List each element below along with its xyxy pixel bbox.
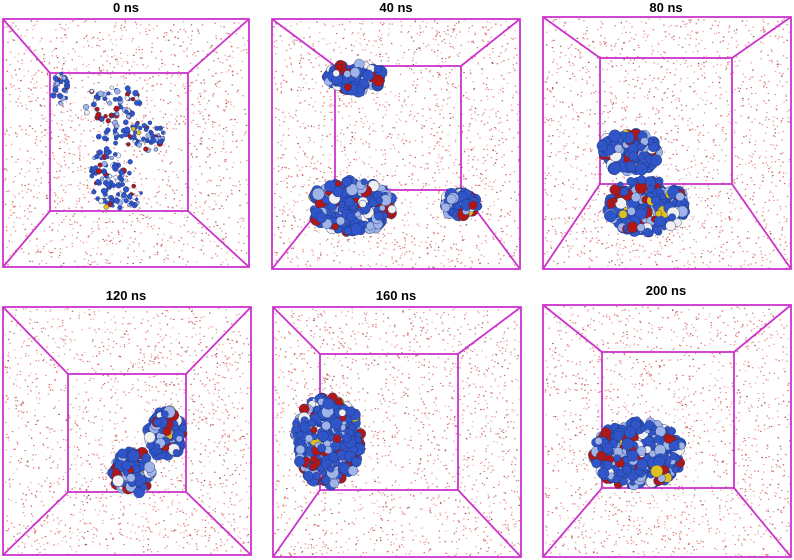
- frame-title-0ns: 0 ns: [112, 0, 140, 15]
- protein-aggregate: [588, 416, 687, 491]
- frame-title-40ns: 40 ns: [379, 0, 413, 15]
- simulation-box-160ns: [272, 306, 522, 558]
- snapshot-panel-120ns: [2, 306, 252, 556]
- simulation-box-40ns: [271, 18, 521, 270]
- water-molecules: [544, 306, 792, 558]
- protein-aggregate: [107, 405, 188, 499]
- snapshot-panel-40ns: [271, 18, 521, 270]
- snapshot-panel-0ns: [2, 18, 250, 268]
- simulation-box-edges: [271, 18, 521, 270]
- frame-title-120ns: 120 ns: [105, 288, 147, 303]
- protein-aggregate: [596, 128, 691, 238]
- simulation-box-120ns: [2, 306, 252, 556]
- protein-aggregate: [290, 392, 367, 491]
- snapshot-panel-200ns: [542, 304, 792, 558]
- snapshot-panel-80ns: [542, 16, 792, 270]
- water-molecules: [273, 20, 521, 269]
- simulation-box-edges: [2, 306, 252, 556]
- simulation-box-0ns: [2, 18, 250, 268]
- simulation-box-edges: [2, 18, 250, 268]
- simulation-box-200ns: [542, 304, 792, 558]
- frame-title-80ns: 80 ns: [649, 0, 683, 15]
- simulation-box-edges: [542, 16, 792, 270]
- water-molecules: [4, 308, 252, 555]
- snapshot-panel-160ns: [272, 306, 522, 558]
- frame-title-200ns: 200 ns: [645, 283, 687, 298]
- simulation-box-edges: [542, 304, 792, 558]
- water-molecules: [274, 308, 522, 557]
- water-molecules: [544, 18, 792, 270]
- simulation-box-80ns: [542, 16, 792, 270]
- protein-aggregate: [308, 58, 483, 237]
- protein-aggregate: [50, 71, 166, 211]
- frame-title-160ns: 160 ns: [375, 288, 417, 303]
